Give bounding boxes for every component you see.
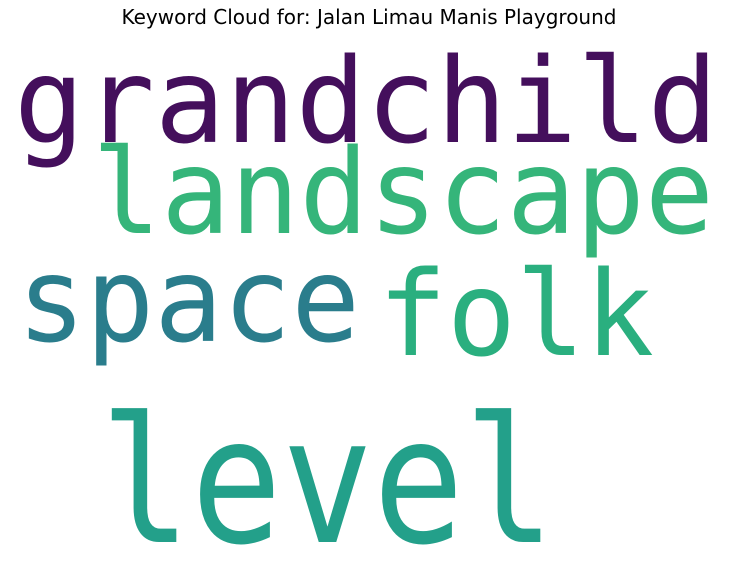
word-landscape: landscape	[92, 123, 714, 261]
chart-title: Keyword Cloud for: Jalan Limau Manis Pla…	[121, 5, 617, 29]
word-grandchild: grandchild	[14, 32, 718, 170]
word-folk: folk	[378, 245, 654, 383]
word-space: space	[17, 231, 360, 369]
word-level: level	[100, 381, 555, 583]
